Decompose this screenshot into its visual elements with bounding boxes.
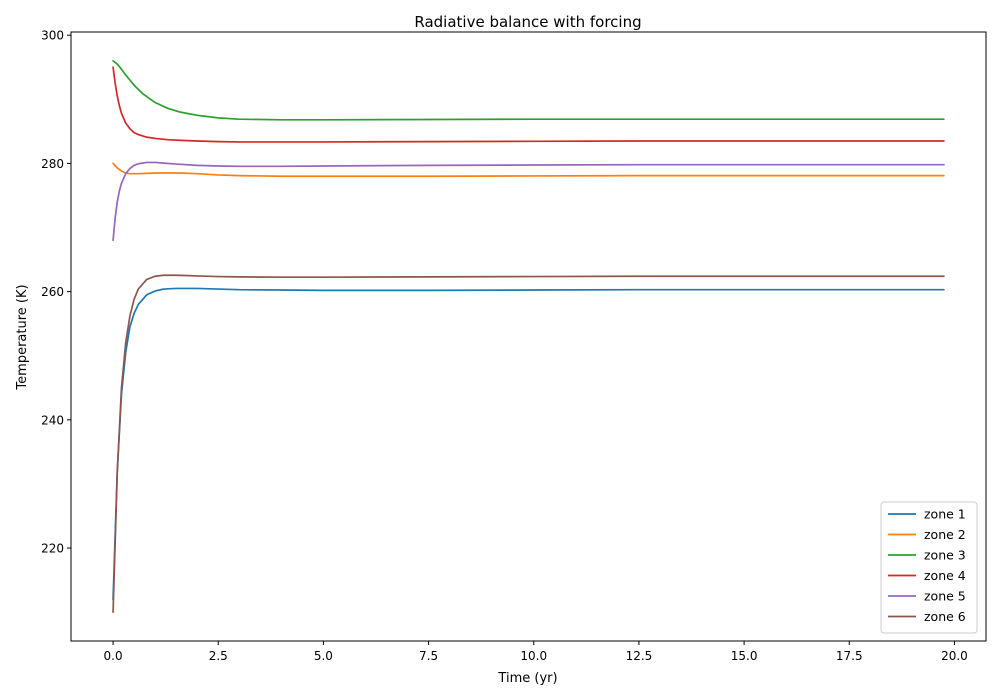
x-tick-label: 12.5	[626, 649, 653, 663]
legend-label: zone 3	[924, 548, 966, 563]
x-tick-label: 7.5	[419, 649, 438, 663]
x-tick-label: 20.0	[941, 649, 968, 663]
legend-label: zone 6	[924, 609, 966, 624]
x-axis-title: Time (yr)	[497, 671, 557, 686]
x-tick-label: 15.0	[731, 649, 758, 663]
series-line-zone-1	[112, 287, 945, 601]
y-tick-label: 220	[41, 542, 64, 556]
x-tick-label: 5.0	[314, 649, 333, 663]
plot-frame	[70, 31, 987, 642]
x-tick-label: 0.0	[104, 649, 123, 663]
legend: zone 1 zone 2 zone 3 zone 4 zone 5 zone 6	[880, 501, 978, 634]
y-tick-label: 280	[41, 157, 64, 171]
x-tick-label: 17.5	[836, 649, 863, 663]
y-tick-label: 300	[41, 29, 64, 43]
series-lines	[112, 59, 945, 614]
series-line-zone-4	[112, 66, 945, 143]
x-axis: 0.0 2.5 5.0 7.5 10.0 12.5 15.0 17.5 20.0	[104, 641, 968, 663]
y-axis: 220 240 260 280 300	[41, 29, 71, 556]
legend-label: zone 2	[924, 527, 966, 542]
y-tick-label: 240	[41, 413, 64, 427]
x-tick-label: 10.0	[520, 649, 547, 663]
series-line-zone-3	[112, 59, 945, 121]
chart-title: Radiative balance with forcing	[414, 13, 641, 31]
x-tick-label: 2.5	[209, 649, 228, 663]
legend-label: zone 4	[924, 568, 966, 583]
series-line-zone-6	[112, 274, 945, 614]
y-tick-label: 260	[41, 285, 64, 299]
y-axis-title: Temperature (K)	[15, 284, 30, 390]
legend-label: zone 1	[924, 507, 966, 522]
legend-label: zone 5	[924, 589, 966, 604]
series-line-zone-5	[112, 161, 945, 242]
